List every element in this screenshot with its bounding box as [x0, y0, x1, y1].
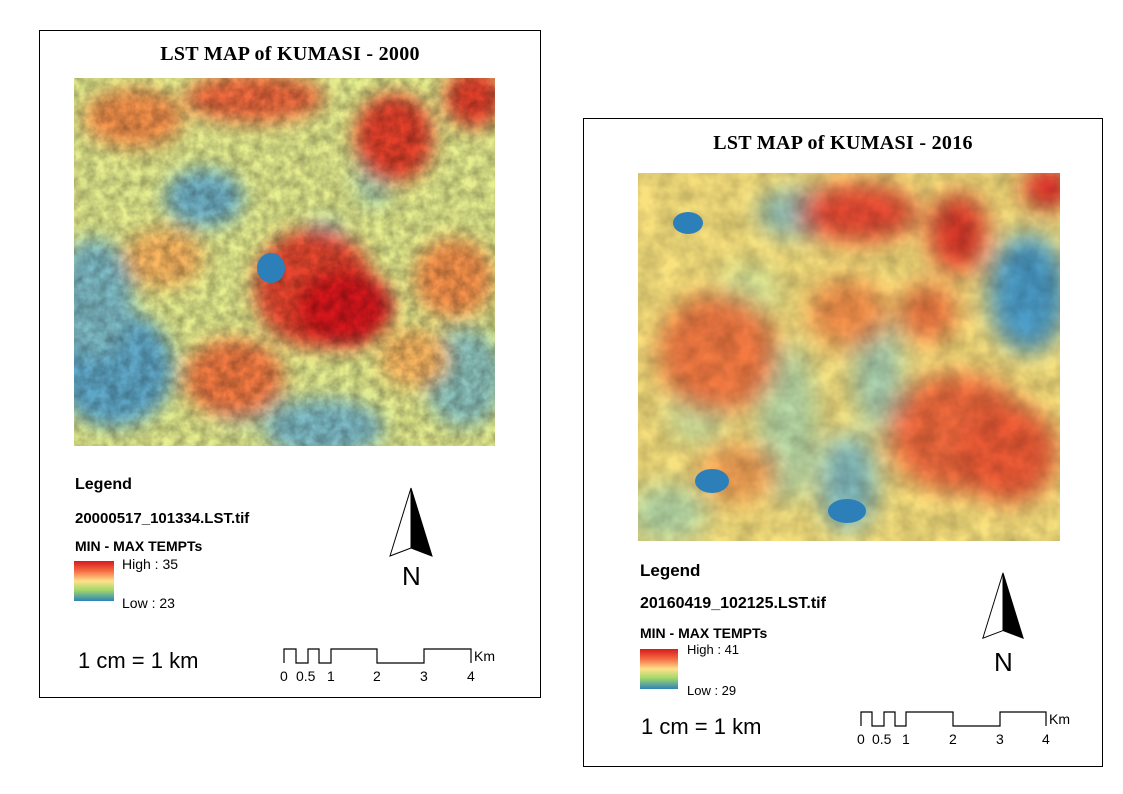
lst-raster-2016: [638, 173, 1060, 541]
water-body: [257, 253, 285, 283]
color-ramp-2016: [640, 649, 678, 689]
map-title-2000: LST MAP of KUMASI - 2000: [160, 43, 420, 65]
water-body: [673, 212, 703, 234]
scale-tick: 0.5: [296, 668, 316, 684]
scale-tick: 4: [1042, 731, 1050, 747]
scale-bar-2000: 0 0.5 1 2 3 4 Km: [280, 648, 495, 684]
legend-field-2016: MIN - MAX TEMPTs: [640, 625, 768, 641]
legend-layer-name-2000: 20000517_101334.LST.tif: [75, 510, 250, 527]
scale-unit: Km: [474, 648, 495, 664]
legend-layer-name-2016: 20160419_102125.LST.tif: [640, 595, 826, 612]
map-layout-2000: LST MAP of KUMASI - 2000: [39, 30, 541, 698]
legend-title-2000: Legend: [75, 476, 132, 493]
scale-tick: 0: [857, 731, 865, 747]
legend-field-2000: MIN - MAX TEMPTs: [75, 538, 203, 554]
scale-text-2000: 1 cm = 1 km: [78, 648, 199, 673]
scale-tick: 3: [996, 731, 1004, 747]
scale-tick: 0.5: [872, 731, 892, 747]
water-body: [695, 469, 729, 493]
scale-bar-2016: 0 0.5 1 2 3 4 Km: [857, 711, 1070, 747]
north-label-2016: N: [994, 647, 1013, 677]
scale-tick: 1: [902, 731, 910, 747]
water-body: [828, 499, 866, 523]
scale-tick: 2: [373, 668, 381, 684]
legend-low-label-2000: Low : 23: [122, 595, 175, 611]
north-label-2000: N: [402, 561, 421, 591]
scale-unit: Km: [1049, 711, 1070, 727]
scale-tick: 1: [327, 668, 335, 684]
color-ramp-2000: [74, 561, 114, 601]
lst-raster-2000: [74, 78, 495, 446]
scale-text-2016: 1 cm = 1 km: [641, 714, 762, 739]
legend-high-label-2000: High : 35: [122, 556, 179, 572]
scale-tick: 0: [280, 668, 288, 684]
legend-title-2016: Legend: [640, 561, 701, 580]
map-title-2016: LST MAP of KUMASI - 2016: [713, 132, 973, 154]
scale-tick: 2: [949, 731, 957, 747]
map-layout-2016: LST MAP of KUMASI - 2016: [583, 118, 1103, 767]
scale-tick: 3: [420, 668, 428, 684]
scale-tick: 4: [467, 668, 475, 684]
north-arrow-icon: [982, 572, 1024, 639]
legend-low-label-2016: Low : 29: [687, 683, 737, 698]
north-arrow-icon: [389, 487, 433, 557]
legend-high-label-2016: High : 41: [687, 642, 740, 657]
